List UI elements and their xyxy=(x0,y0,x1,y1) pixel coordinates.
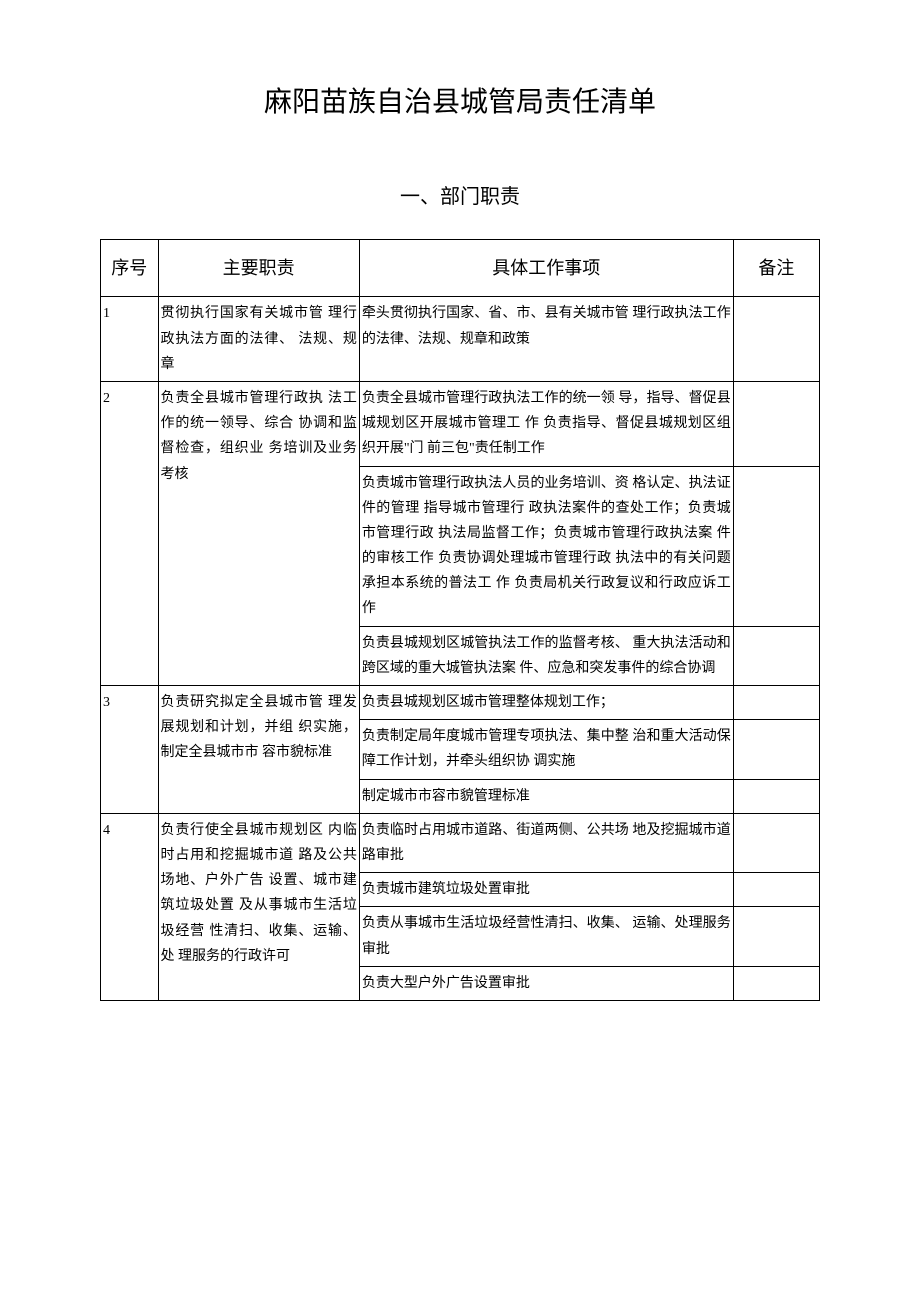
cell-note xyxy=(733,381,819,466)
cell-note xyxy=(733,626,819,685)
cell-work: 负责城市建筑垃圾处置审批 xyxy=(359,873,733,907)
section-title: 一、部门职责 xyxy=(100,180,820,209)
cell-note xyxy=(733,686,819,720)
table-row: 2 负责全县城市管理行政执 法工作的统一领导、综合 协调和监督检查，组织业 务培… xyxy=(101,381,820,466)
cell-work: 负责大型户外广告设置审批 xyxy=(359,966,733,1000)
cell-note xyxy=(733,720,819,779)
cell-note xyxy=(733,966,819,1000)
duty-table: 序号 主要职责 具体工作事项 备注 1 贯彻执行国家有关城市管 理行政执法方面的… xyxy=(100,239,820,1001)
cell-work: 牵头贯彻执行国家、省、市、县有关城市管 理行政执法工作的法律、法规、规章和政策 xyxy=(359,297,733,382)
cell-seq: 3 xyxy=(101,686,159,814)
cell-duty: 负责研究拟定全县城市管 理发展规划和计划，并组 织实施，制定全县城市市 容市貌标… xyxy=(158,686,359,814)
cell-work: 负责从事城市生活垃圾经营性清扫、收集、 运输、处理服务审批 xyxy=(359,907,733,966)
cell-seq: 4 xyxy=(101,813,159,1000)
table-row: 4 负责行使全县城市规划区 内临时占用和挖掘城市道 路及公共场地、户外广告 设置… xyxy=(101,813,820,872)
cell-work: 制定城市市容市貌管理标准 xyxy=(359,779,733,813)
cell-work: 负责县城规划区城管执法工作的监督考核、 重大执法活动和跨区域的重大城管执法案 件… xyxy=(359,626,733,685)
cell-note xyxy=(733,779,819,813)
page-title: 麻阳苗族自治县城管局责任清单 xyxy=(100,80,820,120)
cell-note xyxy=(733,907,819,966)
cell-work: 负责城市管理行政执法人员的业务培训、资 格认定、执法证件的管理 指导城市管理行 … xyxy=(359,466,733,626)
header-note: 备注 xyxy=(733,240,819,297)
cell-note xyxy=(733,297,819,382)
cell-seq: 1 xyxy=(101,297,159,382)
table-row: 1 贯彻执行国家有关城市管 理行政执法方面的法律、 法规、规章 牵头贯彻执行国家… xyxy=(101,297,820,382)
header-duty: 主要职责 xyxy=(158,240,359,297)
cell-work: 负责临时占用城市道路、街道两侧、公共场 地及挖掘城市道路审批 xyxy=(359,813,733,872)
cell-note xyxy=(733,873,819,907)
cell-duty: 负责全县城市管理行政执 法工作的统一领导、综合 协调和监督检查，组织业 务培训及… xyxy=(158,381,359,685)
table-header-row: 序号 主要职责 具体工作事项 备注 xyxy=(101,240,820,297)
table-row: 3 负责研究拟定全县城市管 理发展规划和计划，并组 织实施，制定全县城市市 容市… xyxy=(101,686,820,720)
header-seq: 序号 xyxy=(101,240,159,297)
cell-work: 负责全县城市管理行政执法工作的统一领 导，指导、督促县城规划区开展城市管理工 作… xyxy=(359,381,733,466)
cell-work: 负责县城规划区城市管理整体规划工作； xyxy=(359,686,733,720)
cell-note xyxy=(733,813,819,872)
header-work: 具体工作事项 xyxy=(359,240,733,297)
cell-note xyxy=(733,466,819,626)
cell-seq: 2 xyxy=(101,381,159,685)
cell-duty: 贯彻执行国家有关城市管 理行政执法方面的法律、 法规、规章 xyxy=(158,297,359,382)
cell-work: 负责制定局年度城市管理专项执法、集中整 治和重大活动保障工作计划，并牵头组织协 … xyxy=(359,720,733,779)
cell-duty: 负责行使全县城市规划区 内临时占用和挖掘城市道 路及公共场地、户外广告 设置、城… xyxy=(158,813,359,1000)
